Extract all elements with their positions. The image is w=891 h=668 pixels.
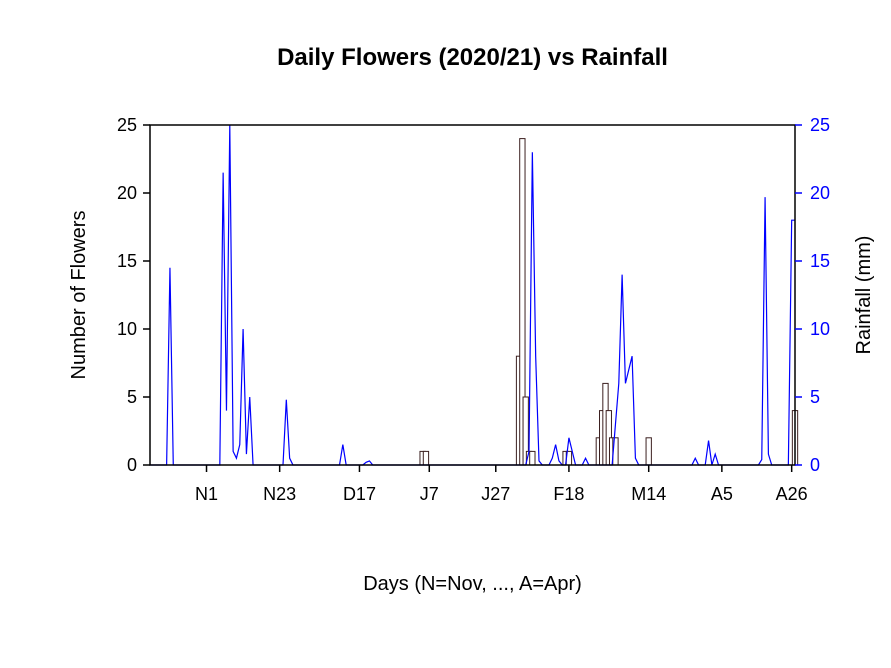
xtick-label: J7 (420, 484, 439, 504)
ytick-label-left: 10 (117, 319, 137, 339)
flower-bar (423, 451, 428, 465)
x-axis-label: Days (N=Nov, ..., A=Apr) (363, 573, 582, 595)
ytick-label-left: 20 (117, 183, 137, 203)
xtick-label: A26 (776, 484, 808, 504)
ytick-label-right: 10 (810, 319, 830, 339)
y-axis-label-right: Rainfall (mm) (853, 236, 875, 355)
y-axis-label-left: Number of Flowers (68, 211, 90, 380)
ytick-label-right: 15 (810, 251, 830, 271)
flower-bar (530, 451, 535, 465)
ytick-label-right: 0 (810, 455, 820, 475)
axes: 0 5 10 15 20 25 0 5 10 15 20 25 N1 N23 D17 J7 J27 F18 M14 A… (117, 115, 830, 504)
xtick-label: N23 (263, 484, 296, 504)
plot-area (150, 125, 798, 465)
ytick-label-right: 5 (810, 387, 820, 407)
chart-container: Daily Flowers (2020/21) vs Rainfall 0 5 10… (0, 0, 891, 668)
ytick-label-left: 0 (127, 455, 137, 475)
ytick-label-left: 15 (117, 251, 137, 271)
chart-title: Daily Flowers (2020/21) vs Rainfall (277, 44, 668, 71)
xtick-label: F18 (553, 484, 584, 504)
xtick-label: D17 (343, 484, 376, 504)
xtick-label: J27 (481, 484, 510, 504)
ytick-label-right: 25 (810, 115, 830, 135)
xtick-label: A5 (711, 484, 733, 504)
chart-svg: Daily Flowers (2020/21) vs Rainfall 0 5 10… (0, 0, 891, 668)
ytick-label-right: 20 (810, 183, 830, 203)
xtick-label: M14 (631, 484, 666, 504)
ytick-label-left: 25 (117, 115, 137, 135)
xtick-label: N1 (195, 484, 218, 504)
flower-bar (646, 438, 651, 465)
rainfall-line (150, 125, 795, 465)
plot-box (150, 125, 795, 465)
ytick-label-left: 5 (127, 387, 137, 407)
